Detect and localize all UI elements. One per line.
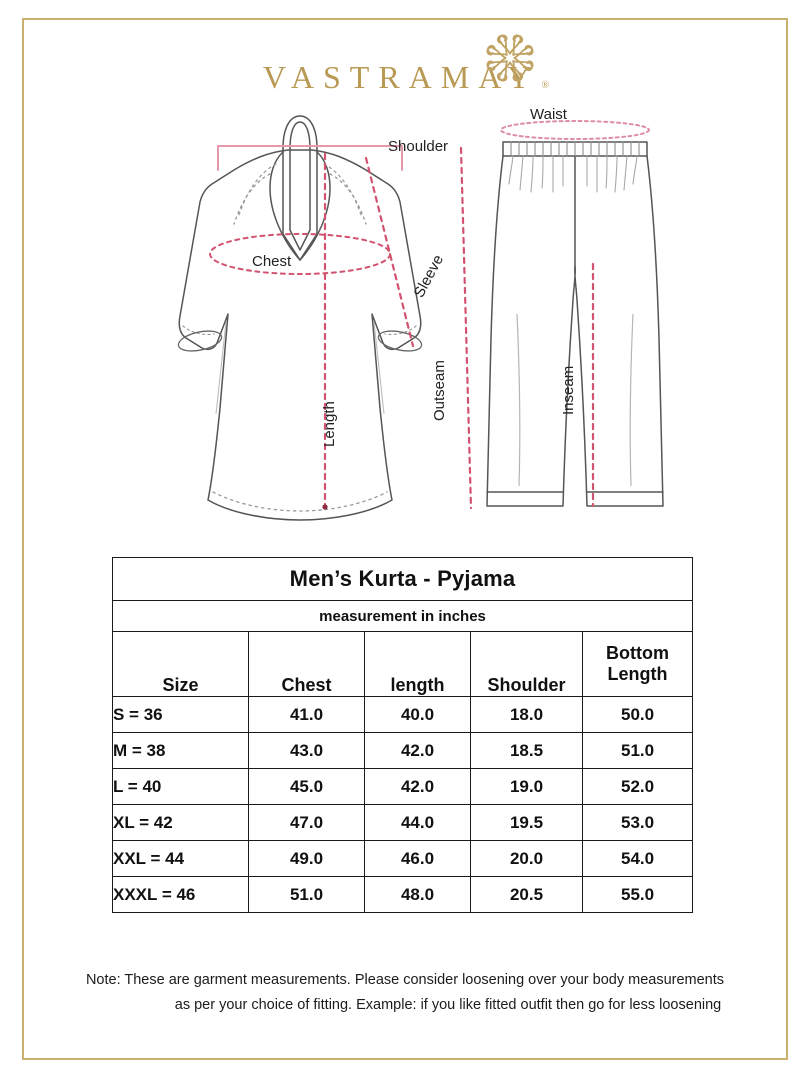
kurta-diagram: Shoulder Chest Sleeve Length [150,108,480,528]
cell-bottom-length: 51.0 [581,732,694,769]
cell-bottom-length: 53.0 [581,804,694,841]
cell-shoulder: 19.5 [470,804,583,841]
label-inseam: Inseam [560,365,577,415]
table-header-row: Size Chest length Shoulder Bottom Length [112,631,694,697]
cell-length: 46.0 [364,840,471,877]
column-header-shoulder: Shoulder [470,631,583,697]
size-table-container: Men’s Kurta - Pyjama measurement in inch… [111,557,694,913]
brand-wordmark: VASTRAMAY [262,59,540,95]
cell-shoulder: 20.0 [470,840,583,877]
label-length: Length [321,401,338,447]
label-chest: Chest [252,253,292,270]
column-header-bottom-length: Bottom Length [581,631,694,697]
note-line-1: Note: These are garment measurements. Pl… [85,972,725,988]
cell-shoulder: 18.0 [470,696,583,733]
cell-shoulder: 19.0 [470,768,583,805]
cell-shoulder: 18.5 [470,732,583,769]
cell-bottom-length: 55.0 [581,876,694,913]
table-row: S = 36 41.0 40.0 18.0 50.0 [112,696,694,733]
column-header-chest: Chest [248,631,365,697]
cell-chest: 45.0 [248,768,365,805]
pyjama-drawing [459,120,664,510]
cell-size: XXL = 44 [112,840,249,877]
label-outseam: Outseam [431,360,448,421]
cell-chest: 43.0 [248,732,365,769]
cell-size: L = 40 [112,768,249,805]
cell-length: 44.0 [364,804,471,841]
label-shoulder: Shoulder [388,138,449,155]
table-subtitle-row: measurement in inches [111,600,694,632]
registered-trademark-icon: ® [541,79,550,91]
note-line-2: as per your choice of fitting. Example: … [174,997,722,1014]
table-title-row: Men’s Kurta - Pyjama [111,557,694,601]
table-row: M = 38 43.0 42.0 18.5 51.0 [112,732,694,769]
cell-length: 48.0 [364,876,471,913]
table-title: Men’s Kurta - Pyjama [111,557,694,601]
kurta-drawing [177,115,423,521]
cell-length: 42.0 [364,768,471,805]
table-subtitle: measurement in inches [111,600,694,632]
cell-chest: 47.0 [248,804,365,841]
column-header-length: length [364,631,471,697]
footer-note: Note: These are garment measurements. Pl… [30,968,780,1019]
table-row: XL = 42 47.0 44.0 19.5 53.0 [112,804,694,841]
label-waist: Waist [530,106,567,123]
cell-shoulder: 20.5 [470,876,583,913]
cell-chest: 49.0 [248,840,365,877]
cell-length: 40.0 [364,696,471,733]
cell-chest: 41.0 [248,696,365,733]
cell-bottom-length: 52.0 [581,768,694,805]
cell-length: 42.0 [364,732,471,769]
garment-illustrations: Shoulder Chest Sleeve Length [0,106,810,538]
cell-bottom-length: 54.0 [581,840,694,877]
ornament-rosette-icon [486,34,534,82]
column-header-size: Size [112,631,249,697]
cell-bottom-length: 50.0 [581,696,694,733]
cell-size: XXXL = 46 [112,876,249,913]
table-row: XXXL = 46 51.0 48.0 20.5 55.0 [112,876,694,913]
table-row: XXL = 44 49.0 46.0 20.0 54.0 [112,840,694,877]
column-header-bottom-line2: Length [607,664,668,684]
brand-logo: VASTRAMAY ® [0,34,810,104]
table-row: L = 40 45.0 42.0 19.0 52.0 [112,768,694,805]
cell-size: M = 38 [112,732,249,769]
cell-size: XL = 42 [112,804,249,841]
cell-chest: 51.0 [248,876,365,913]
column-header-bottom-line1: Bottom [606,643,670,664]
pyjama-diagram: Waist Outseam Inseam [431,106,705,528]
size-chart-table: Men’s Kurta - Pyjama measurement in inch… [111,557,694,913]
cell-size: S = 36 [112,696,249,733]
